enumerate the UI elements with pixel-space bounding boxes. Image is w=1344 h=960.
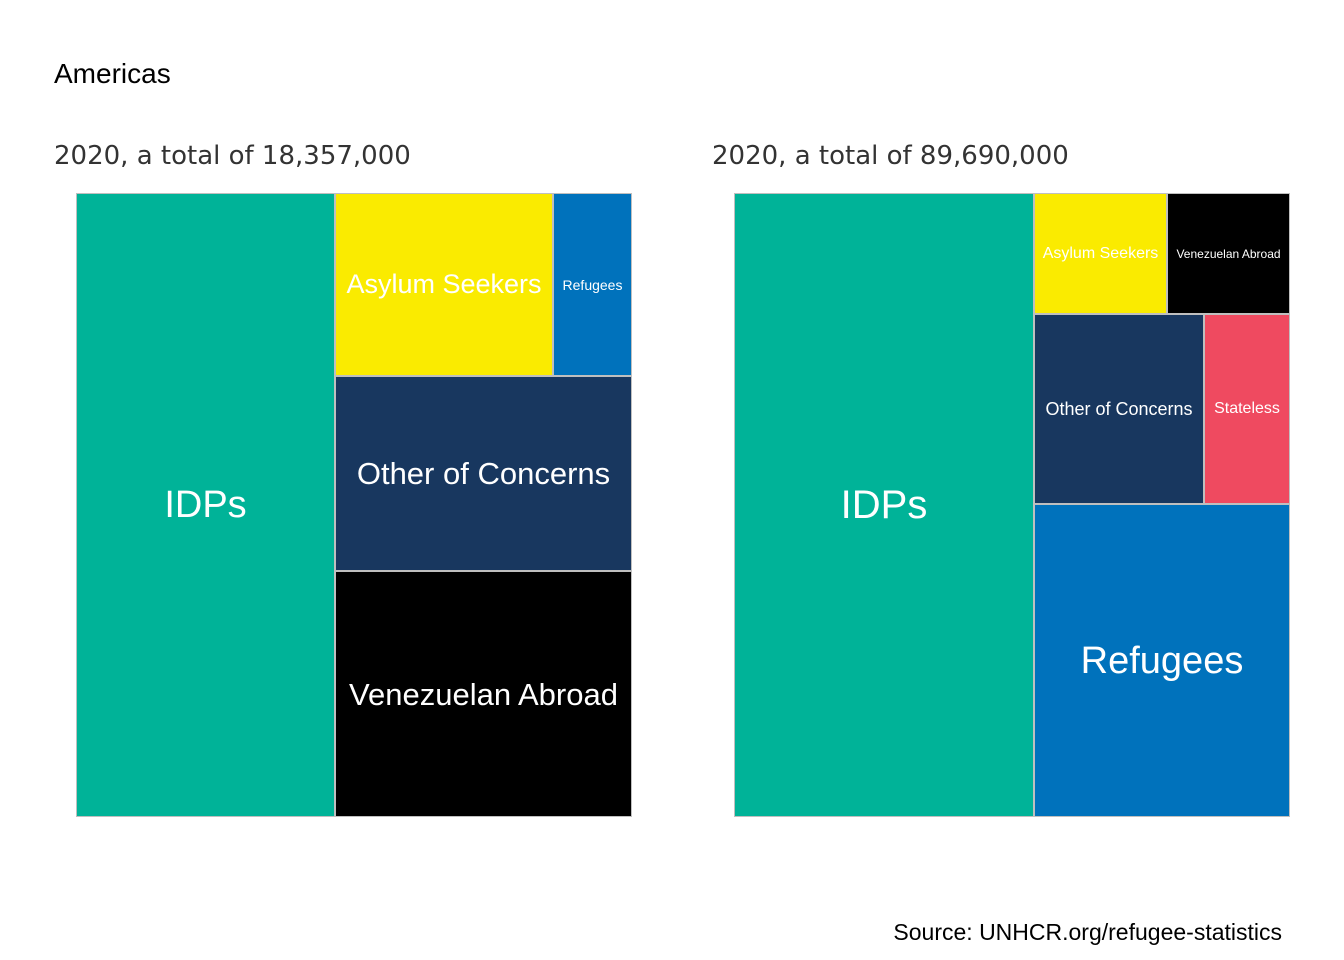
right-tile-label-refugees: Refugees (1080, 639, 1244, 682)
right-tile-label-asylum-seekers: Asylum Seekers (1042, 244, 1159, 262)
left-treemap-subtitle: 2020, a total of 18,357,000 (54, 141, 411, 171)
right-tile-refugees: Refugees (1034, 504, 1290, 817)
right-treemap: IDPs Refugees Other of Concerns Asylum Seek… (734, 193, 1290, 817)
left-tile-other-of-concerns: Other of Concerns (335, 376, 632, 571)
left-treemap: IDPs Venezuelan Abroad Other of Concerns As… (76, 193, 632, 817)
left-tile-label-venezuelan-abroad: Venezuelan Abroad (349, 676, 618, 712)
right-tile-label-venezuelan-abroad: Venezuelan Abroad (1176, 246, 1281, 261)
right-tile-venezuelan-abroad: Venezuelan Abroad (1167, 193, 1290, 314)
left-tile-refugees: Refugees (553, 193, 632, 376)
right-tile-other-of-concerns: Other of Concerns (1034, 314, 1204, 504)
right-tile-label-stateless: Stateless (1214, 400, 1280, 417)
left-tile-idps: IDPs (76, 193, 335, 817)
source-note: Source: UNHCR.org/refugee-statistics (893, 919, 1282, 945)
right-tile-label-idps: IDPs (840, 483, 928, 527)
left-tile-label-idps: IDPs (164, 484, 247, 526)
left-tile-label-other-of-concerns: Other of Concerns (356, 456, 611, 491)
left-tile-label-refugees: Refugees (562, 276, 623, 293)
right-treemap-subtitle: 2020, a total of 89,690,000 (712, 141, 1069, 171)
left-tile-asylum-seekers: Asylum Seekers (335, 193, 553, 376)
left-tile-label-asylum-seekers: Asylum Seekers (346, 269, 542, 299)
right-tile-label-other-of-concerns: Other of Concerns (1045, 399, 1193, 419)
left-tile-venezuelan-abroad: Venezuelan Abroad (335, 571, 632, 817)
chart-title: Americas (54, 58, 171, 89)
right-tile-asylum-seekers: Asylum Seekers (1034, 193, 1167, 314)
right-tile-idps: IDPs (734, 193, 1034, 817)
right-tile-stateless: Stateless (1204, 314, 1290, 504)
